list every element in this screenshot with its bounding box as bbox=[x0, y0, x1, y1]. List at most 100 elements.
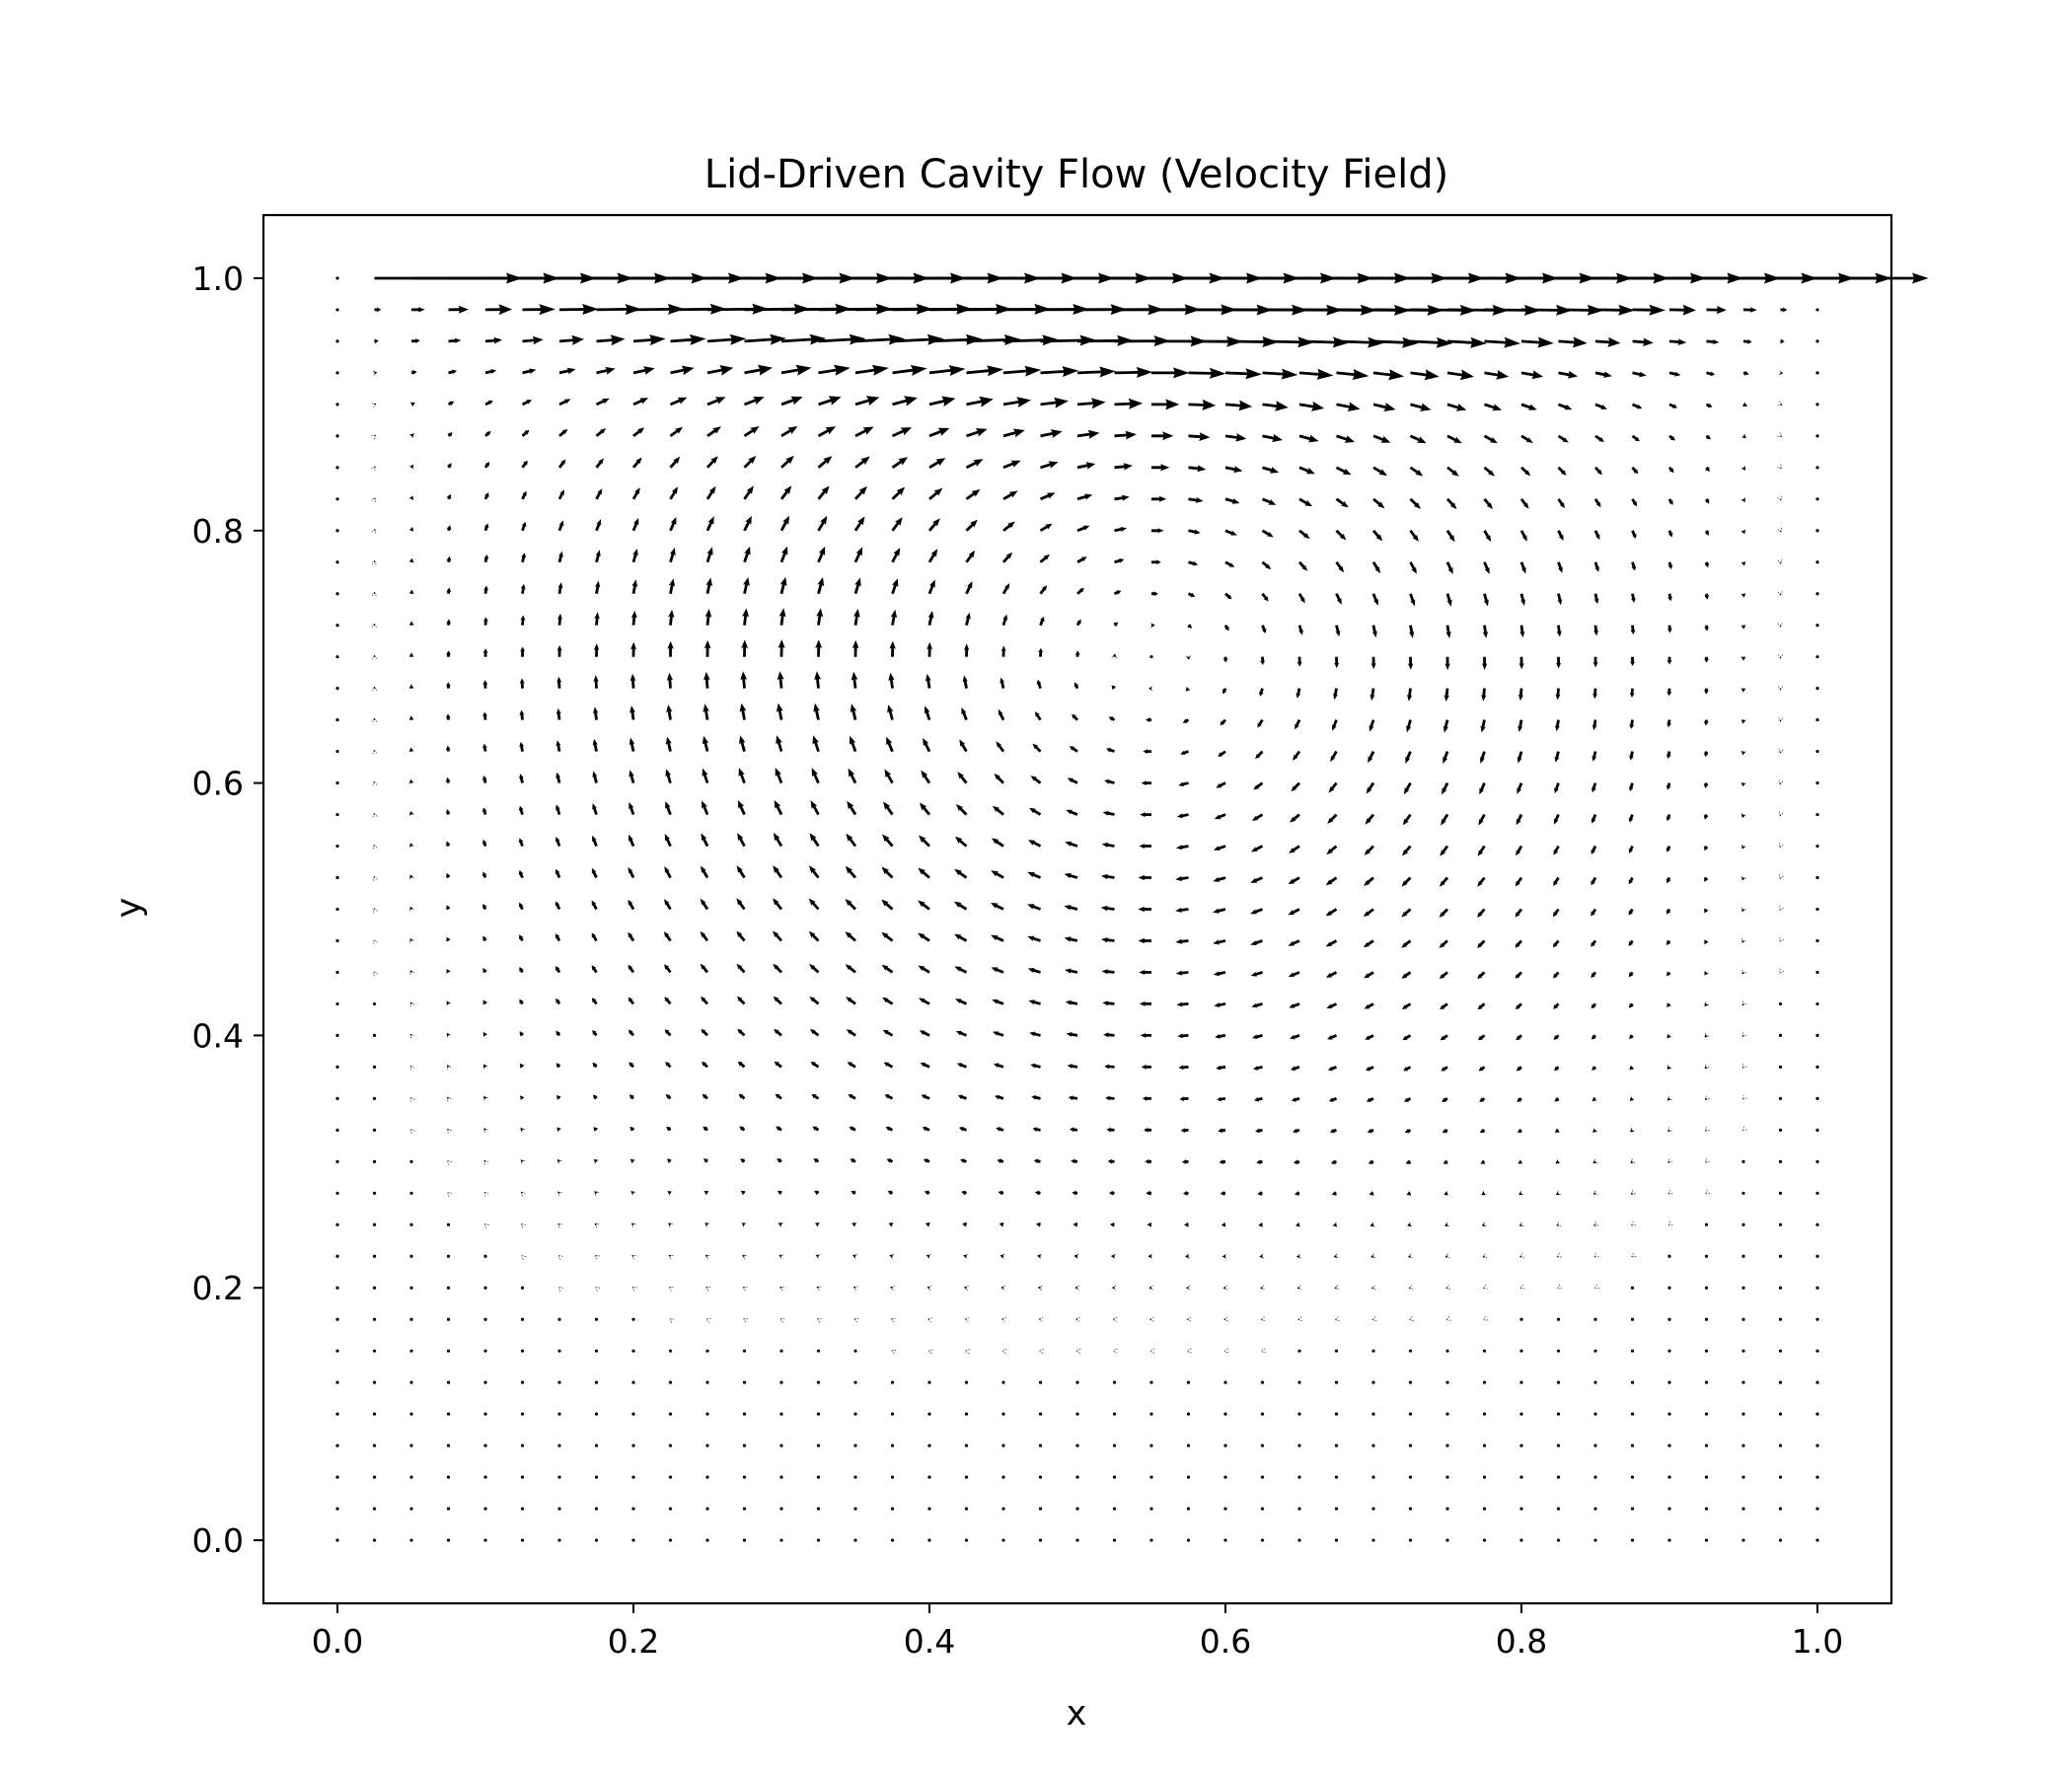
velocity-arrow bbox=[817, 546, 826, 563]
velocity-arrow bbox=[1667, 1286, 1671, 1290]
velocity-arrow bbox=[890, 609, 898, 626]
velocity-arrow bbox=[965, 581, 973, 595]
velocity-arrow bbox=[409, 874, 414, 880]
velocity-arrow bbox=[521, 1255, 527, 1261]
velocity-arrow bbox=[1519, 1538, 1523, 1542]
velocity-arrow bbox=[1592, 688, 1598, 700]
velocity-arrow bbox=[1520, 403, 1537, 410]
velocity-arrow bbox=[703, 1158, 708, 1163]
velocity-arrow bbox=[1221, 1253, 1227, 1259]
velocity-arrow bbox=[1330, 750, 1338, 763]
velocity-arrow bbox=[1815, 938, 1819, 943]
velocity-arrow bbox=[1187, 592, 1196, 598]
velocity-arrow bbox=[773, 996, 782, 1005]
velocity-arrow bbox=[1030, 776, 1042, 784]
velocity-arrow bbox=[1666, 1065, 1672, 1070]
velocity-arrow bbox=[665, 1062, 672, 1069]
velocity-arrow bbox=[1002, 397, 1031, 407]
velocity-arrow bbox=[1220, 1190, 1226, 1196]
velocity-arrow bbox=[1260, 1538, 1265, 1542]
velocity-arrow bbox=[1703, 688, 1709, 695]
velocity-arrow bbox=[1703, 814, 1709, 820]
velocity-arrow bbox=[1028, 840, 1042, 848]
velocity-arrow bbox=[522, 335, 544, 345]
velocity-arrow bbox=[1481, 688, 1487, 702]
velocity-arrow bbox=[484, 400, 493, 407]
velocity-arrow bbox=[1335, 560, 1345, 573]
velocity-arrow bbox=[447, 1065, 452, 1071]
velocity-arrow bbox=[779, 1475, 783, 1479]
velocity-arrow bbox=[1778, 686, 1784, 691]
velocity-arrow bbox=[1815, 529, 1819, 533]
velocity-arrow bbox=[666, 1158, 672, 1164]
velocity-arrow bbox=[1815, 1475, 1819, 1479]
velocity-arrow bbox=[1519, 1443, 1523, 1447]
velocity-arrow bbox=[518, 902, 524, 911]
velocity-arrow bbox=[706, 365, 734, 376]
velocity-arrow bbox=[1477, 908, 1486, 918]
velocity-arrow bbox=[372, 812, 378, 818]
velocity-arrow bbox=[1595, 304, 1635, 316]
velocity-arrow bbox=[558, 399, 571, 407]
velocity-arrow bbox=[851, 671, 858, 689]
velocity-arrow bbox=[629, 705, 635, 720]
velocity-arrow bbox=[964, 1507, 969, 1511]
velocity-arrow bbox=[851, 639, 859, 657]
velocity-arrow bbox=[1112, 1443, 1117, 1447]
velocity-arrow bbox=[1040, 461, 1059, 470]
velocity-arrow bbox=[818, 364, 851, 376]
velocity-arrow bbox=[920, 1062, 930, 1069]
velocity-arrow bbox=[1408, 656, 1414, 670]
velocity-arrow bbox=[1186, 1507, 1191, 1511]
velocity-arrow bbox=[1038, 1380, 1043, 1384]
velocity-arrow bbox=[705, 1318, 711, 1323]
velocity-arrow bbox=[1073, 1221, 1078, 1227]
velocity-arrow bbox=[481, 839, 487, 847]
velocity-arrow bbox=[1519, 1412, 1523, 1416]
velocity-arrow bbox=[1778, 1412, 1783, 1416]
velocity-arrow bbox=[1290, 1034, 1300, 1040]
velocity-arrow bbox=[998, 1190, 1004, 1196]
velocity-arrow bbox=[779, 546, 788, 563]
velocity-arrow bbox=[1704, 1254, 1709, 1258]
velocity-arrow bbox=[595, 398, 610, 407]
velocity-arrow bbox=[991, 838, 1004, 848]
velocity-arrow bbox=[594, 1222, 600, 1228]
velocity-arrow bbox=[1101, 842, 1115, 848]
velocity-arrow bbox=[1442, 1128, 1448, 1134]
velocity-arrow bbox=[927, 1507, 931, 1511]
velocity-arrow bbox=[1704, 561, 1710, 568]
velocity-arrow bbox=[1591, 782, 1597, 793]
velocity-arrow bbox=[1445, 561, 1453, 574]
velocity-arrow bbox=[1741, 1222, 1745, 1226]
velocity-arrow bbox=[1001, 1412, 1005, 1416]
velocity-arrow bbox=[1175, 907, 1189, 913]
velocity-arrow bbox=[1445, 1315, 1451, 1321]
velocity-arrow bbox=[1445, 1538, 1449, 1542]
velocity-arrow bbox=[921, 770, 931, 784]
velocity-arrow bbox=[1482, 656, 1488, 670]
velocity-arrow bbox=[1297, 1380, 1301, 1384]
velocity-arrow bbox=[1111, 1285, 1117, 1291]
velocity-arrow bbox=[891, 517, 903, 532]
velocity-arrow bbox=[335, 1380, 339, 1384]
velocity-arrow bbox=[1592, 656, 1598, 668]
velocity-arrow bbox=[1478, 1066, 1486, 1072]
y-axis-label: y bbox=[110, 898, 149, 919]
velocity-arrow bbox=[1336, 369, 1369, 380]
velocity-arrow bbox=[809, 865, 820, 879]
velocity-arrow bbox=[1364, 971, 1374, 979]
velocity-arrow bbox=[1741, 1063, 1747, 1069]
velocity-arrow bbox=[927, 1538, 931, 1542]
velocity-arrow bbox=[1217, 1096, 1226, 1102]
velocity-arrow bbox=[629, 834, 635, 848]
velocity-arrow bbox=[408, 433, 414, 439]
velocity-arrow bbox=[1297, 1475, 1301, 1479]
velocity-arrow bbox=[1298, 368, 1334, 380]
velocity-arrow bbox=[1444, 656, 1450, 671]
velocity-arrow bbox=[629, 1158, 635, 1164]
velocity-arrow bbox=[521, 553, 527, 563]
velocity-arrow bbox=[335, 1443, 339, 1447]
velocity-arrow bbox=[335, 1349, 339, 1353]
velocity-arrow bbox=[1101, 873, 1115, 880]
